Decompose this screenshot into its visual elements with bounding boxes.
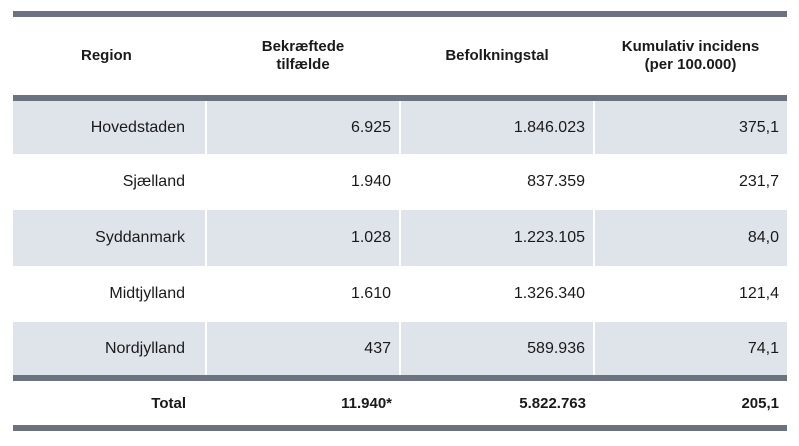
header-incidence-line2: (per 100.000) <box>644 56 737 73</box>
total-label: Total <box>151 394 186 412</box>
cell-population: 837.359 <box>400 154 595 210</box>
table-row: Sjælland 1.940 837.359 231,7 <box>13 154 787 210</box>
region-cases-table: Region Bekræftede tilfælde Befolkningsta… <box>13 11 787 431</box>
cell-confirmed: 6.925 <box>206 98 401 154</box>
cell-region: Nordjylland <box>13 322 207 378</box>
table-row: Nordjylland 437 589.936 74,1 <box>13 322 787 378</box>
cell-incidence: 231,7 <box>738 173 779 190</box>
table-footer: Total 11.940* 5.822.763 205,1 <box>13 378 787 428</box>
data-table-container: Region Bekræftede tilfælde Befolkningsta… <box>13 11 787 431</box>
table-row: Syddanmark 1.028 1.223.105 84,0 <box>13 210 787 266</box>
cell-region: Sjælland <box>13 154 207 210</box>
cell-population: 589.936 <box>400 322 595 378</box>
cell-confirmed: 1.940 <box>206 154 401 210</box>
header-incidence: Kumulativ incidens (per 100.000) <box>594 14 787 98</box>
header-confirmed-line2: tilfælde <box>276 56 330 73</box>
header-region: Region <box>81 47 132 64</box>
cell-region: Hovedstaden <box>13 98 207 154</box>
table-row: Hovedstaden 6.925 1.846.023 375,1 <box>13 98 787 154</box>
table-body: Hovedstaden 6.925 1.846.023 375,1 Sjælla… <box>13 98 787 378</box>
cell-population: 1.846.023 <box>400 98 595 154</box>
total-incidence: 205,1 <box>741 394 779 412</box>
cell-population: 1.326.340 <box>400 266 595 322</box>
cell-confirmed: 437 <box>206 322 401 378</box>
total-confirmed: 11.940* <box>341 394 392 412</box>
header-row: Region Bekræftede tilfælde Befolkningsta… <box>13 14 787 98</box>
cell-incidence: 121,4 <box>738 285 779 302</box>
table-header: Region Bekræftede tilfælde Befolkningsta… <box>13 14 787 98</box>
total-population: 5.822.763 <box>519 394 586 412</box>
header-incidence-line1: Kumulativ incidens <box>621 38 760 55</box>
cell-population: 1.223.105 <box>400 210 595 266</box>
cell-confirmed: 1.610 <box>206 266 401 322</box>
header-confirmed: Bekræftede tilfælde <box>206 14 400 98</box>
cell-incidence: 84,0 <box>594 210 787 266</box>
header-confirmed-line1: Bekræftede <box>261 38 345 55</box>
total-row: Total 11.940* 5.822.763 205,1 <box>13 378 787 428</box>
cell-region: Syddanmark <box>13 210 207 266</box>
cell-incidence: 74,1 <box>594 322 787 378</box>
cell-incidence: 375,1 <box>594 98 787 154</box>
header-population: Befolkningstal <box>445 47 549 64</box>
cell-confirmed: 1.028 <box>206 210 401 266</box>
table-row: Midtjylland 1.610 1.326.340 121,4 <box>13 266 787 322</box>
cell-region: Midtjylland <box>13 266 207 322</box>
